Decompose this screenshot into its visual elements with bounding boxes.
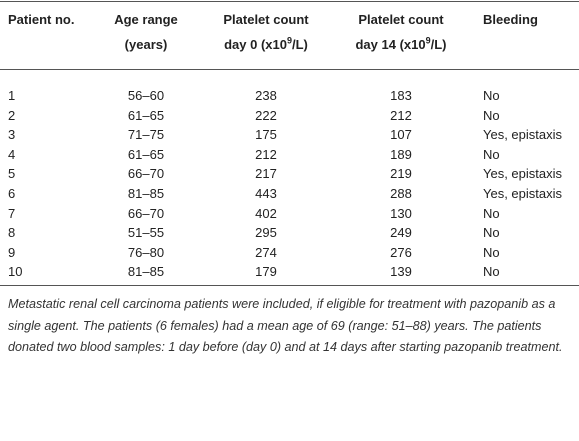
table-cell: 6	[8, 186, 16, 201]
table-cell: 189	[390, 146, 412, 162]
table-cell: No	[483, 264, 500, 280]
header-cell: Platelet count day 0 (x109/L)	[223, 7, 308, 57]
table-cell: 9	[8, 244, 16, 260]
footnote: Metastatic renal cell carcinoma patients…	[8, 297, 563, 354]
bottom-rule	[0, 285, 579, 286]
table-cell: Yes, epistaxis	[483, 166, 563, 182]
table-cell: 61–65	[127, 146, 165, 162]
table-cell: 3	[8, 127, 16, 143]
table-cell: 217	[255, 166, 277, 182]
table-cell: 183	[390, 88, 412, 103]
table-cell: Yes, epistaxis	[483, 127, 563, 143]
table-cell: 212	[390, 107, 412, 123]
table-cell: 295	[255, 225, 277, 241]
top-rule	[0, 1, 579, 2]
table-cell: 249	[390, 225, 412, 241]
table-cell: 81–85	[127, 264, 165, 280]
table-cell: 8	[8, 225, 16, 241]
table-cell: 288	[390, 186, 412, 201]
table-cell: 130	[390, 205, 412, 221]
table-cell: 51–55	[127, 225, 165, 241]
table-cell: 238	[255, 88, 277, 103]
header-line: Patient no.	[8, 12, 75, 27]
table-cell: 66–70	[127, 205, 165, 221]
header-line: Bleeding	[483, 12, 538, 27]
table-cell: No	[483, 88, 500, 103]
header-line: (years)	[124, 37, 168, 52]
table-cell: 1	[8, 88, 16, 103]
table-cell: 56–60	[127, 88, 165, 103]
table-cell: 107	[390, 127, 412, 143]
header-sup: 9	[425, 35, 431, 46]
header-text: day 14 (x10	[355, 37, 426, 52]
table-cell: 10	[8, 264, 23, 280]
header-text: day 0 (x10	[224, 37, 287, 52]
table-cell: 222	[255, 107, 277, 123]
table-cell: 443	[255, 186, 277, 201]
table-cell: 71–75	[127, 127, 165, 143]
header-line: day 0 (x109/L)	[223, 32, 308, 57]
table-cell: 139	[390, 264, 412, 280]
table-cell: 5	[8, 166, 16, 182]
table-cell: 61–65	[127, 107, 165, 123]
header-line: day 14 (x109/L)	[355, 32, 446, 57]
table-cell: No	[483, 107, 500, 123]
table-cell: 4	[8, 146, 16, 162]
table-cell: 175	[255, 127, 277, 143]
header-line: Platelet count	[223, 12, 309, 27]
table-cell: 7	[8, 205, 16, 221]
header-cell: Patient no.	[8, 7, 74, 32]
header-cell: Bleeding	[483, 7, 538, 32]
table-cell: 76–80	[127, 244, 165, 260]
table-cell: No	[483, 225, 500, 241]
table-cell: 66–70	[127, 166, 165, 182]
header-line: Platelet count	[358, 12, 444, 27]
table-cell: 276	[390, 244, 412, 260]
table-cell: 219	[390, 166, 412, 182]
table-cell: 274	[255, 244, 277, 260]
header-sup: 9	[286, 35, 292, 46]
table-cell: 212	[255, 146, 277, 162]
header-cell: Platelet count day 14 (x109/L)	[355, 7, 446, 57]
table-cell: 402	[255, 205, 277, 221]
table-cell: 2	[8, 107, 16, 123]
header-text: /L)	[292, 37, 308, 52]
header-text: /L)	[430, 37, 447, 52]
table-cell: No	[483, 244, 500, 260]
table-cell: 81–85	[127, 186, 165, 201]
header-line: Age range	[114, 12, 178, 27]
table-cell: 179	[255, 264, 277, 280]
table-cell: Yes, epistaxis	[483, 186, 563, 201]
table-cell: No	[483, 205, 500, 221]
header-rule	[0, 69, 579, 70]
table-cell: No	[483, 146, 500, 162]
header-cell: Age range (years)	[114, 7, 178, 57]
